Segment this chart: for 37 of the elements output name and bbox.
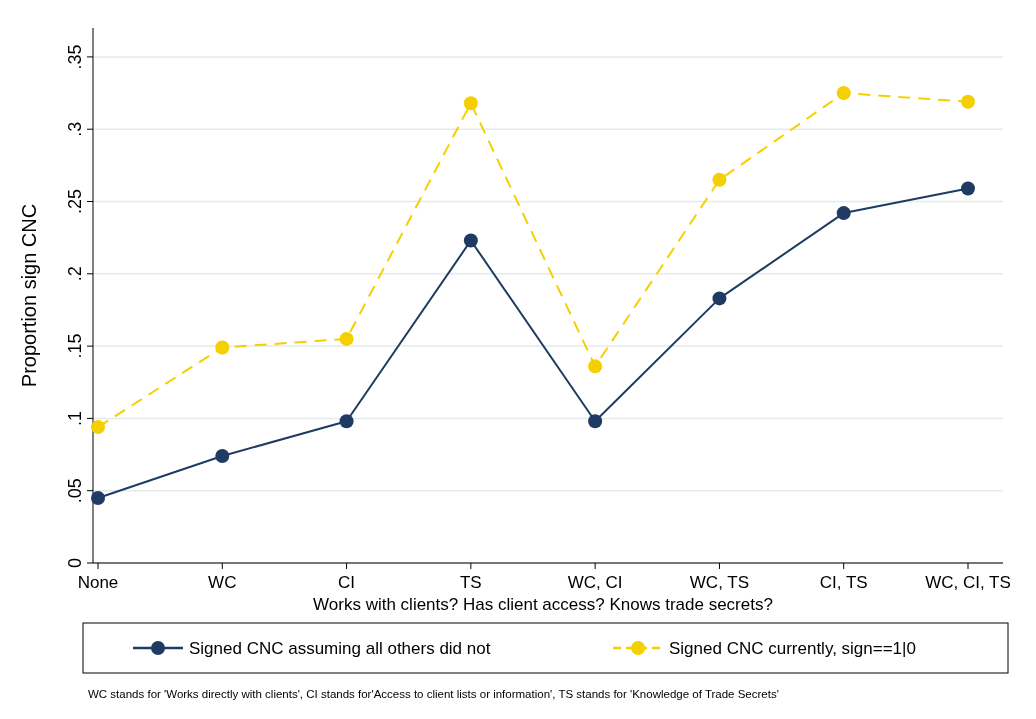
x-tick-label: CI, TS (819, 573, 868, 592)
y-tick-label: .25 (65, 189, 85, 215)
legend-label: Signed CNC currently, sign==1|0 (669, 639, 916, 658)
point (588, 359, 603, 374)
x-tick-label: None (77, 573, 119, 592)
point (836, 206, 851, 221)
x-tick-label: WC, CI, TS (925, 573, 1011, 592)
point (712, 291, 727, 306)
x-axis-title: Works with clients? Has client access? Knows trade secrets? (313, 595, 773, 614)
point (91, 490, 105, 505)
x-tick-label: WC, CI (567, 573, 623, 592)
point (588, 414, 603, 429)
y-tick-label: .3 (65, 121, 85, 137)
y-axis-title: Proportion sign CNC (18, 203, 40, 388)
x-tick-label: TS (459, 573, 482, 592)
y-tick-label: .1 (65, 410, 85, 426)
point (215, 340, 230, 355)
x-tick-label: WC (208, 573, 237, 592)
point (961, 94, 975, 109)
point (215, 449, 230, 463)
point (961, 181, 975, 196)
point (91, 420, 105, 435)
legend-label: Signed CNC assuming all others did not (189, 639, 491, 658)
y-tick-label: .2 (65, 266, 85, 282)
text: WC stands for 'Works directly with clients', CI stands for'Access to client lists or information', TS stands for 'Knowledge of Trade Secrets' (88, 688, 779, 700)
y-tick-label: .35 (65, 44, 85, 70)
point (339, 331, 354, 346)
y-tick-label: .15 (65, 333, 85, 359)
x-tick-label: WC, TS (689, 573, 750, 592)
point (463, 96, 478, 111)
y-tick-label: .05 (65, 478, 85, 504)
point (463, 233, 478, 248)
point (712, 172, 727, 187)
point (339, 414, 354, 429)
x-tick-label: CI (338, 573, 356, 592)
y-tick-label: 0 (65, 557, 85, 569)
point (836, 86, 851, 101)
